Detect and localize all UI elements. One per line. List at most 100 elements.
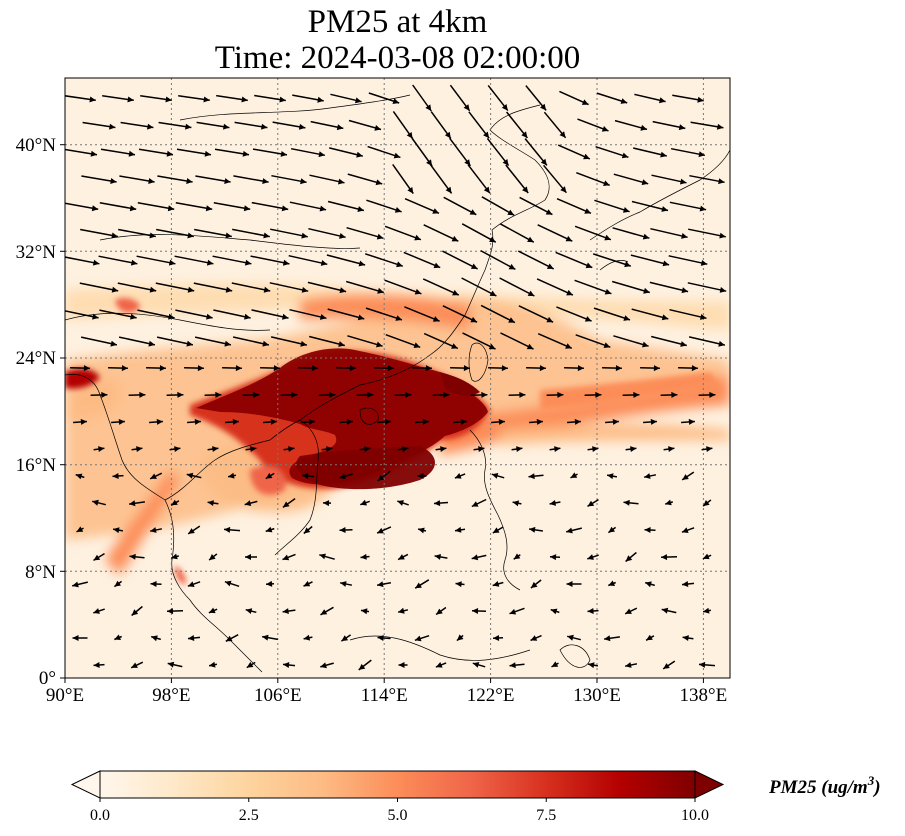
wind-arrowhead: [546, 263, 554, 269]
wind-arrow: [576, 171, 610, 187]
wind-arrowhead: [159, 365, 166, 372]
wind-arrowhead: [624, 261, 631, 268]
wind-arrowhead: [244, 259, 252, 266]
wind-arrowhead: [644, 527, 651, 533]
wind-arrowhead: [566, 289, 573, 296]
wind-arrowhead: [208, 607, 216, 614]
wind-arrowhead: [377, 474, 385, 481]
wind-arrowhead: [603, 180, 610, 186]
wind-arrowhead: [384, 418, 391, 425]
wind-arrowhead: [167, 205, 175, 212]
wind-arrowhead: [530, 581, 538, 588]
wind-arrowhead: [581, 99, 589, 105]
wind-arrowhead: [225, 286, 233, 293]
y-tick-label: 32°N: [16, 242, 57, 263]
wind-arrowhead: [273, 365, 280, 372]
wind-arrowhead: [682, 581, 689, 587]
wind-arrowhead: [281, 205, 289, 212]
wind-arrowhead: [361, 608, 368, 615]
y-tick-label: 40°N: [16, 135, 57, 156]
wind-arrowhead: [623, 315, 630, 321]
wind-arrowhead: [699, 205, 707, 212]
x-tick-label: 106°E: [254, 685, 302, 706]
wind-arrowhead: [565, 343, 572, 349]
wind-arrowhead: [392, 98, 400, 104]
axis-ticks: [60, 144, 704, 683]
wind-arrowhead: [697, 96, 704, 103]
wind-arrow: [594, 199, 630, 213]
wind-arrowhead: [623, 499, 630, 506]
title-line-2: Time: 2024-03-08 02:00:00: [214, 40, 581, 76]
wind-arrow: [212, 255, 252, 265]
wind-arrowhead: [224, 526, 231, 533]
wind-arrowhead: [376, 341, 383, 348]
wind-arrowhead: [398, 554, 405, 560]
wind-arrow: [137, 201, 175, 211]
title-line-1: PM25 at 4km: [307, 4, 488, 40]
wind-arrow: [592, 253, 632, 267]
wind-arrowhead: [148, 340, 155, 347]
wind-arrowhead: [177, 391, 184, 398]
wind-arrow: [250, 255, 290, 265]
wind-arrowhead: [139, 391, 146, 398]
wind-arrowhead: [320, 609, 328, 615]
wind-arrowhead: [413, 342, 421, 348]
wind-arrowhead: [642, 233, 650, 240]
wind-arrowhead: [559, 131, 566, 138]
wind-arrowhead: [205, 205, 213, 212]
wind-arrow: [384, 225, 422, 241]
wind-arrow: [537, 333, 573, 349]
wind-arrowhead: [93, 554, 101, 561]
wind-arrowhead: [641, 179, 649, 186]
wind-arrowhead: [360, 499, 367, 506]
wind-arrowhead: [394, 207, 402, 213]
wind-arrow: [442, 250, 478, 270]
wind-arrowhead: [206, 313, 213, 320]
wind-arrowhead: [323, 500, 330, 507]
wind-arrow: [556, 306, 592, 322]
wind-arrowhead: [406, 132, 413, 139]
wind-arrow: [461, 223, 497, 243]
wind-arrowhead: [671, 391, 678, 398]
wind-arrowhead: [709, 391, 716, 398]
wind-arrow: [423, 332, 459, 350]
wind-arrowhead: [338, 341, 345, 347]
wind-arrowhead: [377, 581, 384, 588]
wind-arrowhead: [320, 260, 328, 266]
wind-arrowhead: [584, 316, 592, 322]
wind-arrow: [555, 251, 593, 269]
wind-arrow: [309, 335, 345, 347]
wind-arrowhead: [668, 446, 675, 452]
wind-arrowhead: [625, 662, 632, 668]
wind-arrowhead: [300, 178, 307, 185]
wind-arrowhead: [300, 340, 307, 347]
wind-arrowhead: [680, 341, 687, 347]
wind-arrowhead: [358, 663, 366, 670]
wind-arrowhead: [625, 608, 632, 614]
wind-arrowhead: [111, 232, 118, 239]
wind-arrowhead: [83, 365, 90, 372]
wind-arrowhead: [587, 554, 594, 560]
wind-arrowhead: [185, 123, 192, 130]
wind-arrowhead: [188, 528, 195, 534]
wind-arrow: [327, 308, 365, 320]
wind-arrowhead: [551, 661, 559, 667]
wind-arrow: [327, 200, 365, 212]
wind-arrowhead: [357, 206, 364, 212]
wind-arrowhead: [418, 527, 425, 534]
wind-arrowhead: [288, 446, 295, 452]
x-tick-label: 90°E: [46, 685, 84, 706]
wind-arrowhead: [436, 608, 443, 615]
wind-arrowhead: [489, 236, 496, 243]
wind-arrowhead: [114, 580, 121, 587]
wind-arrowhead: [417, 473, 424, 479]
colorbar-tick: 2.5: [239, 807, 259, 824]
wind-arrowhead: [228, 472, 235, 479]
wind-arrowhead: [396, 261, 403, 268]
wind-arrowhead: [282, 313, 289, 320]
wind-arrowhead: [93, 662, 100, 668]
wind-arrowhead: [472, 662, 480, 668]
wind-arrowhead: [209, 554, 216, 561]
wind-arrow: [193, 282, 233, 292]
wind-arrowhead: [681, 527, 689, 533]
